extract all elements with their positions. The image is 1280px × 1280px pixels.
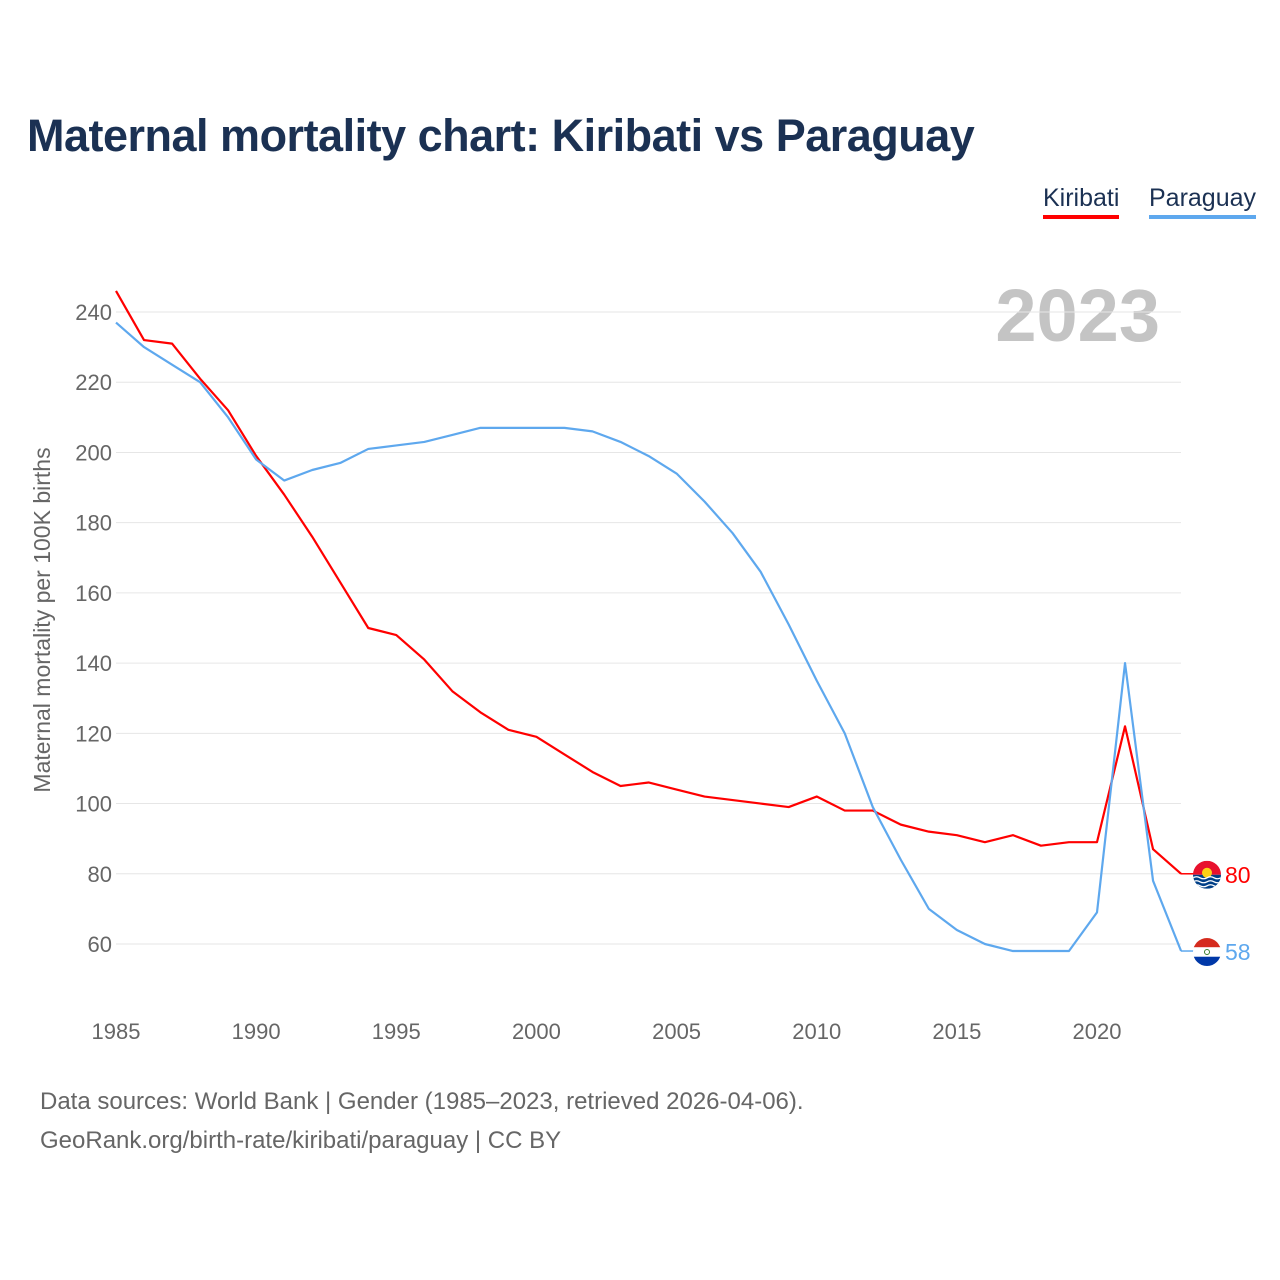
y-tick-label: 60 [88, 932, 112, 957]
flag-kiribati-icon [1193, 860, 1221, 889]
legend-kiribati[interactable]: Kiribati [1043, 184, 1120, 219]
end-value-label: 58 [1225, 939, 1251, 965]
flag-wave [1193, 876, 1221, 880]
y-tick-label: 160 [75, 581, 112, 606]
y-tick-label: 220 [75, 370, 112, 395]
y-tick-label: 80 [88, 862, 112, 887]
x-tick-label: 1990 [232, 1019, 281, 1044]
source-text: Data sources: World Bank | Gender (1985–… [40, 1088, 804, 1115]
series-line-paraguay [115, 321, 1183, 953]
end-value-label: 80 [1225, 862, 1251, 888]
y-tick-label: 180 [75, 511, 112, 536]
x-tick-label: 2020 [1073, 1019, 1122, 1044]
y-tick-label: 120 [75, 721, 112, 746]
flag-emblem [1204, 949, 1210, 956]
y-tick-label: 240 [75, 300, 112, 325]
flag-body [1193, 860, 1221, 889]
flag-sun [1202, 867, 1212, 878]
y-tick-label: 140 [75, 651, 112, 676]
flag-white [1193, 947, 1221, 957]
flag-blue [1193, 956, 1221, 967]
y-axis-label: Maternal mortality per 100K births [29, 447, 55, 792]
x-tick-label: 1985 [92, 1019, 141, 1044]
flag-paraguay-icon [1193, 938, 1221, 967]
flag-body [1193, 938, 1221, 967]
flag-wave [1193, 884, 1221, 888]
x-tick-label: 2005 [652, 1019, 701, 1044]
flag-wave [1193, 880, 1221, 884]
year-watermark: 2023 [995, 274, 1160, 357]
chart-title: Maternal mortality chart: Kiribati vs Pa… [27, 110, 975, 161]
x-tick-label: 2010 [792, 1019, 841, 1044]
y-tick-label: 100 [75, 792, 112, 817]
series-line-kiribati [115, 290, 1182, 875]
flag-red [1193, 938, 1221, 948]
source-url[interactable]: GeoRank.org/birth-rate/kiribati/paraguay… [40, 1127, 562, 1154]
x-tick-label: 2015 [932, 1019, 981, 1044]
x-tick-label: 2000 [512, 1019, 561, 1044]
x-tick-label: 1995 [372, 1019, 421, 1044]
y-tick-label: 200 [75, 440, 112, 465]
legend-paraguay[interactable]: Paraguay [1149, 184, 1257, 219]
